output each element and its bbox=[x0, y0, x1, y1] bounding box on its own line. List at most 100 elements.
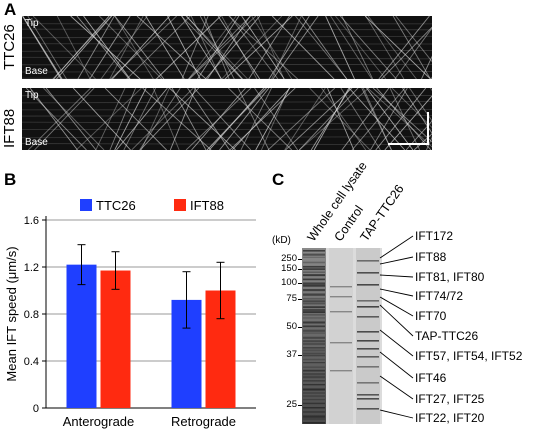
gel-band bbox=[303, 321, 325, 324]
gel-band bbox=[303, 306, 325, 309]
mw-marker-label: 37 bbox=[286, 349, 297, 360]
kymograph-trajectory bbox=[203, 16, 230, 79]
gel-band bbox=[357, 366, 379, 368]
gel-band bbox=[303, 336, 325, 339]
kymograph-static-track bbox=[22, 101, 432, 104]
kymograph-trajectory bbox=[99, 16, 163, 79]
kymograph-trajectory bbox=[188, 16, 251, 79]
gel-band bbox=[303, 376, 325, 379]
kymograph-trajectory bbox=[77, 16, 115, 79]
gel-band bbox=[303, 268, 325, 271]
kymograph-trajectory bbox=[313, 88, 350, 150]
gel-band bbox=[303, 265, 325, 268]
kymograph-trajectory bbox=[188, 16, 237, 79]
gel-band bbox=[303, 250, 325, 252]
gel-band bbox=[357, 394, 379, 396]
kymograph-trajectory bbox=[330, 16, 373, 79]
kymograph-trajectory bbox=[72, 88, 131, 150]
kymograph-trajectory bbox=[237, 88, 270, 150]
kymograph-trajectory bbox=[361, 88, 392, 150]
gel-band bbox=[303, 284, 325, 287]
kymograph-trajectory bbox=[104, 88, 167, 150]
kd-label: (kD) bbox=[272, 235, 291, 246]
kymograph-trajectory bbox=[22, 16, 62, 79]
gel-band bbox=[357, 306, 379, 308]
kymograph-trajectory bbox=[310, 88, 351, 150]
kymograph-trajectory bbox=[171, 88, 207, 150]
gel-band bbox=[303, 349, 325, 352]
kymograph-trajectory bbox=[169, 88, 197, 150]
kymograph-trajectory bbox=[156, 16, 221, 79]
kymograph-trajectory bbox=[56, 16, 113, 79]
panel-c-letter: C bbox=[272, 170, 285, 189]
gel-band bbox=[357, 331, 379, 333]
gel-band bbox=[357, 398, 379, 400]
kymograph-trajectory bbox=[221, 16, 258, 79]
gel-band bbox=[303, 317, 325, 319]
kymograph-trajectory bbox=[167, 16, 201, 79]
gel-band bbox=[303, 411, 325, 413]
gel-band bbox=[330, 311, 352, 313]
gel-band bbox=[303, 309, 325, 312]
gel-band bbox=[357, 356, 379, 358]
gel-lane-whole-cell-lysate bbox=[302, 248, 326, 424]
kymograph-trajectory bbox=[271, 16, 302, 79]
mw-marker-tick bbox=[298, 327, 302, 328]
kymograph-trajectory bbox=[197, 16, 240, 79]
band-leader-line bbox=[379, 288, 414, 297]
x-category-label: Retrograde bbox=[171, 414, 236, 429]
gel-band bbox=[303, 395, 325, 397]
gel-band bbox=[303, 407, 325, 409]
y-tick-label: 1.2 bbox=[24, 262, 39, 274]
gel-lane-tap-ttc26 bbox=[356, 248, 380, 424]
kymograph-trajectory bbox=[389, 88, 421, 150]
mw-marker-tick bbox=[298, 283, 302, 284]
kymograph-trajectory bbox=[199, 16, 235, 79]
kymograph-trajectory bbox=[29, 88, 78, 150]
kymograph-trajectory bbox=[255, 88, 290, 150]
band-label: IFT57, IFT54, IFT52 bbox=[415, 349, 523, 363]
kymograph-trajectory bbox=[109, 16, 144, 79]
band-leader-line bbox=[379, 304, 414, 337]
kymograph-trajectory bbox=[335, 16, 387, 79]
kymograph-trajectory bbox=[351, 88, 406, 150]
y-tick-label: 0 bbox=[33, 403, 39, 415]
band-label: IFT81, IFT80 bbox=[415, 270, 485, 284]
kymograph-trajectory bbox=[27, 88, 91, 150]
y-tick-label: 1.6 bbox=[24, 215, 39, 227]
kymograph-trajectory bbox=[370, 88, 408, 150]
legend-label-ttc26: TTC26 bbox=[96, 198, 136, 213]
kymograph-trajectory bbox=[139, 88, 200, 150]
mw-marker-tick bbox=[298, 405, 302, 406]
kymograph-trajectory bbox=[139, 88, 181, 150]
gel-band bbox=[303, 422, 325, 424]
gel-band bbox=[303, 340, 325, 342]
kymograph-trajectory bbox=[43, 88, 105, 150]
kymograph-trajectory bbox=[413, 133, 432, 150]
gel-band bbox=[303, 293, 325, 296]
kymograph-trajectory bbox=[231, 88, 291, 150]
kymograph-trajectory bbox=[341, 88, 390, 150]
scale-bar-horizontal bbox=[388, 143, 429, 145]
gel-band bbox=[303, 358, 325, 361]
band-leader-line bbox=[379, 329, 414, 357]
gel-band bbox=[303, 347, 325, 349]
gel-band bbox=[303, 289, 325, 292]
kymograph-trajectory bbox=[364, 16, 431, 79]
bar-ift88-anterograde bbox=[100, 270, 131, 408]
gel-band bbox=[357, 300, 379, 302]
kymograph-trajectory bbox=[45, 88, 97, 150]
kymograph-trajectory bbox=[301, 16, 348, 79]
kymograph-trajectory bbox=[219, 88, 270, 150]
kymograph-trajectory bbox=[228, 88, 293, 150]
band-leader-line bbox=[379, 351, 414, 379]
kymograph-trajectory bbox=[56, 16, 91, 79]
bar-ttc26-anterograde bbox=[66, 264, 97, 408]
kymograph-trajectory bbox=[284, 88, 326, 150]
kymograph-trajectory bbox=[32, 16, 96, 79]
kymograph-trajectory bbox=[285, 88, 353, 150]
gel-band bbox=[303, 256, 325, 258]
kymograph-trajectory bbox=[53, 16, 110, 79]
kymograph-trajectory bbox=[123, 88, 157, 150]
speed-bar-chart: 0 0.4 0.8 1.2 1.6 Mean IFT speed (μm/s) Antero… bbox=[4, 198, 256, 429]
